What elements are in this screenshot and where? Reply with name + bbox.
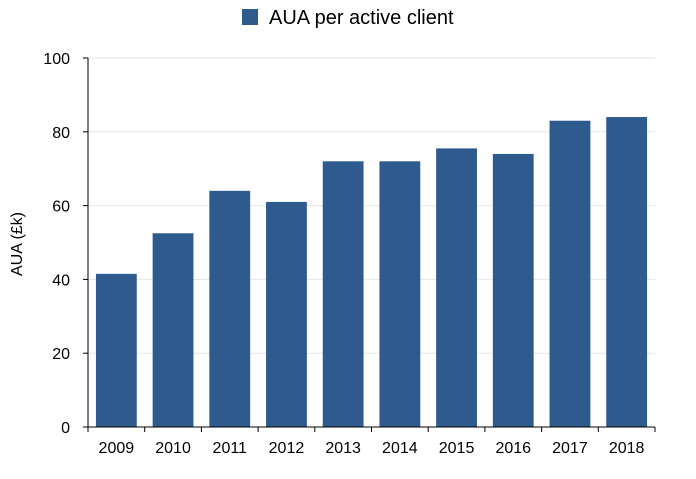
axes	[83, 57, 656, 432]
x-tick-label: 2011	[213, 440, 248, 457]
x-tick-label: 2015	[439, 440, 475, 457]
x-tick-label: 2014	[382, 440, 418, 457]
bar-2009	[95, 273, 137, 427]
x-tick-label: 2016	[495, 440, 531, 457]
y-axis-title: AUA (£k)	[9, 212, 26, 276]
y-tick-label: 100	[43, 51, 70, 68]
y-tick-labels: 0 20 40 60 80 100	[43, 51, 70, 437]
legend-swatch	[242, 9, 258, 25]
y-tick-label: 20	[52, 346, 70, 363]
bar-2012	[266, 201, 307, 427]
x-tick-label: 2017	[552, 440, 588, 457]
bar-2017	[549, 120, 591, 427]
bar-2014	[379, 161, 421, 427]
legend: AUA per active client	[242, 7, 454, 29]
x-tick-label: 2012	[269, 440, 305, 457]
x-tick-label: 2009	[99, 440, 135, 457]
x-tick-label: 2010	[155, 440, 191, 457]
x-tick-label: 2013	[325, 440, 361, 457]
x-tick-labels: 2009 2010 2011 2012 2013 2014 2015 2016 2017 2018	[99, 440, 645, 457]
bar-2011	[209, 190, 251, 427]
bar-2013	[322, 161, 364, 427]
bar-2018	[606, 117, 648, 427]
bar-2010	[152, 233, 194, 427]
legend-label: AUA per active client	[269, 7, 454, 29]
y-tick-label: 40	[52, 272, 70, 289]
y-tick-label: 0	[61, 420, 70, 437]
bar-2015	[436, 148, 477, 427]
bar-series	[95, 117, 648, 427]
x-tick-label: 2018	[609, 440, 645, 457]
y-tick-label: 80	[52, 125, 70, 142]
y-tick-label: 60	[52, 199, 70, 216]
bar-2016	[492, 153, 534, 427]
